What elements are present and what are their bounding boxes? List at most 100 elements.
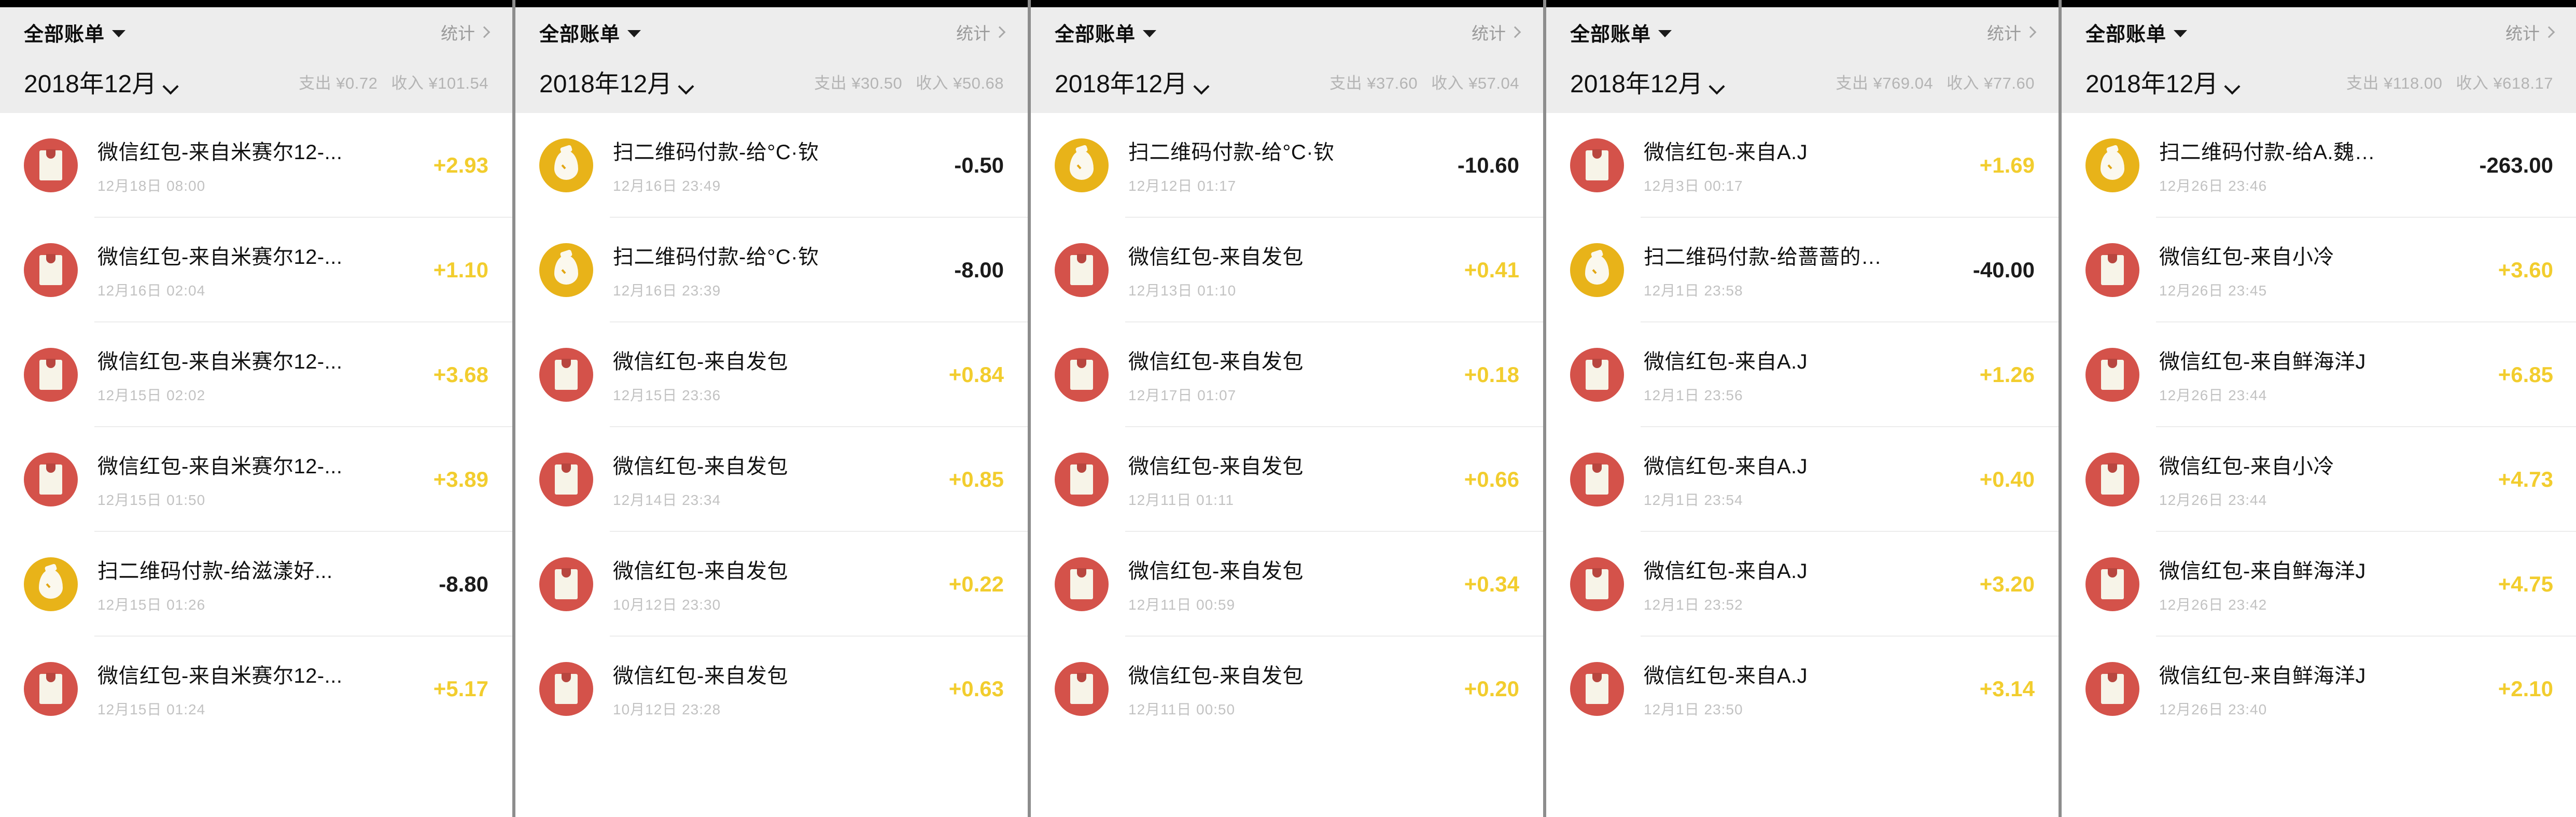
transaction-row[interactable]: 微信红包-来自发包 12月13日 01:10 +0.41 xyxy=(1031,218,1543,322)
expense-total: 支出 ¥37.60 xyxy=(1329,74,1418,92)
bill-filter-dropdown[interactable]: 全部账单 xyxy=(539,18,641,47)
transaction-description: 微信红包-来自发包 xyxy=(1128,560,1304,583)
transaction-row[interactable]: 微信红包-来自小冷 12月26日 23:44 +4.73 xyxy=(2062,427,2576,532)
bill-filter-dropdown[interactable]: 全部账单 xyxy=(1055,18,1157,47)
transaction-amount: -0.50 xyxy=(954,153,1004,177)
month-summary-bar: 2018年12月 支出 ¥0.72 收入 ¥101.54 xyxy=(0,57,512,113)
chevron-down-icon xyxy=(678,78,694,95)
money-bag-icon xyxy=(1055,138,1109,192)
transaction-row[interactable]: 扫二维码付款-给°C·钦 12月12日 01:17 -10.60 xyxy=(1031,113,1543,218)
month-label: 2018年12月 xyxy=(24,71,157,98)
transaction-row[interactable]: 微信红包-来自发包 10月12日 23:30 +0.22 xyxy=(515,532,1028,637)
transaction-time: 12月26日 23:44 xyxy=(2159,387,2267,403)
statistics-link[interactable]: 统计 xyxy=(1472,20,1521,45)
transaction-row[interactable]: 微信红包-来自米赛尔12-... 12月16日 02:04 +1.10 xyxy=(0,218,512,322)
income-total: 收入 ¥618.17 xyxy=(2456,74,2553,92)
transaction-amount: +4.73 xyxy=(2498,467,2553,491)
month-picker[interactable]: 2018年12月 xyxy=(2085,63,2241,100)
red-packet-icon-glyph xyxy=(39,464,62,495)
money-bag-icon-glyph xyxy=(554,256,578,285)
transaction-amount: +3.89 xyxy=(433,467,488,491)
red-packet-icon xyxy=(539,662,593,716)
money-bag-icon xyxy=(2085,138,2139,192)
transaction-row[interactable]: 微信红包-来自发包 12月11日 00:59 +0.34 xyxy=(1031,532,1543,637)
transaction-details: 微信红包-来自发包 12月11日 01:11 xyxy=(1109,449,1454,510)
transaction-time: 12月14日 23:34 xyxy=(613,492,721,508)
bill-filter-label: 全部账单 xyxy=(2085,23,2167,46)
red-packet-icon-glyph xyxy=(1070,464,1093,495)
caret-down-icon xyxy=(1143,30,1157,37)
transaction-row[interactable]: 扫二维码付款-给°C·钦 12月16日 23:49 -0.50 xyxy=(515,113,1028,218)
transaction-row[interactable]: 微信红包-来自发包 12月17日 01:07 +0.18 xyxy=(1031,322,1543,427)
month-label: 2018年12月 xyxy=(1055,71,1188,98)
transaction-amount: +4.75 xyxy=(2498,572,2553,596)
transaction-row[interactable]: 微信红包-来自米赛尔12-... 12月15日 01:24 +5.17 xyxy=(0,637,512,741)
statistics-link[interactable]: 统计 xyxy=(956,20,1006,45)
red-packet-icon-glyph xyxy=(555,464,578,495)
transaction-description: 微信红包-来自A.J xyxy=(1644,560,1808,583)
transaction-row[interactable]: 微信红包-来自发包 12月15日 23:36 +0.84 xyxy=(515,322,1028,427)
month-picker[interactable]: 2018年12月 xyxy=(1570,63,1725,100)
transaction-row[interactable]: 微信红包-来自鲜海洋J 12月26日 23:40 +2.10 xyxy=(2062,637,2576,741)
transaction-time: 12月11日 01:11 xyxy=(1128,492,1234,508)
month-summary-bar: 2018年12月 支出 ¥30.50 收入 ¥50.68 xyxy=(515,57,1028,113)
transaction-row[interactable]: 微信红包-来自A.J 12月3日 00:17 +1.69 xyxy=(1546,113,2059,218)
statistics-link[interactable]: 统计 xyxy=(1987,20,2037,45)
statistics-link[interactable]: 统计 xyxy=(441,20,491,45)
transaction-amount: -10.60 xyxy=(1457,153,1519,177)
transaction-list: 扫二维码付款-给A.魏… 12月26日 23:46 -263.00 微信红包-来自小冷… xyxy=(2062,113,2576,741)
panel-header: 全部账单 统计 xyxy=(0,7,512,57)
transaction-row[interactable]: 微信红包-来自发包 12月14日 23:34 +0.85 xyxy=(515,427,1028,532)
transaction-details: 微信红包-来自发包 10月12日 23:30 xyxy=(593,554,939,614)
money-bag-icon xyxy=(24,557,78,611)
income-total: 收入 ¥57.04 xyxy=(1431,74,1519,92)
navigation-bar: 全部账单 统计 xyxy=(24,7,491,57)
bill-filter-dropdown[interactable]: 全部账单 xyxy=(1570,18,1672,47)
transaction-row[interactable]: 扫二维码付款-给蔷蔷的… 12月1日 23:58 -40.00 xyxy=(1546,218,2059,322)
transaction-row[interactable]: 微信红包-来自A.J 12月1日 23:50 +3.14 xyxy=(1546,637,2059,741)
transaction-row[interactable]: 扫二维码付款-给滋漾好... 12月15日 01:26 -8.80 xyxy=(0,532,512,637)
money-bag-icon-glyph xyxy=(39,570,63,599)
transaction-row[interactable]: 扫二维码付款-给A.魏… 12月26日 23:46 -263.00 xyxy=(2062,113,2576,218)
transaction-row[interactable]: 微信红包-来自米赛尔12-... 12月18日 08:00 +2.93 xyxy=(0,113,512,218)
transaction-row[interactable]: 微信红包-来自A.J 12月1日 23:56 +1.26 xyxy=(1546,322,2059,427)
transaction-row[interactable]: 微信红包-来自A.J 12月1日 23:54 +0.40 xyxy=(1546,427,2059,532)
bill-filter-dropdown[interactable]: 全部账单 xyxy=(24,18,126,47)
caret-down-icon xyxy=(2174,30,2188,37)
transaction-time: 12月1日 23:50 xyxy=(1644,701,1743,717)
transaction-time: 12月1日 23:52 xyxy=(1644,597,1743,613)
transaction-amount: +1.69 xyxy=(1979,153,2035,177)
transaction-row[interactable]: 微信红包-来自发包 12月11日 00:50 +0.20 xyxy=(1031,637,1543,741)
month-totals: 支出 ¥769.04 收入 ¥77.60 xyxy=(1836,70,2035,93)
month-picker[interactable]: 2018年12月 xyxy=(1055,63,1210,100)
transaction-row[interactable]: 微信红包-来自鲜海洋J 12月26日 23:44 +6.85 xyxy=(2062,322,2576,427)
money-bag-icon xyxy=(539,243,593,297)
statistics-link[interactable]: 统计 xyxy=(2505,20,2555,45)
red-packet-icon-glyph xyxy=(1586,674,1608,704)
transaction-time: 12月13日 01:10 xyxy=(1128,283,1237,299)
transaction-time: 12月17日 01:07 xyxy=(1128,387,1237,403)
transaction-row[interactable]: 微信红包-来自发包 10月12日 23:28 +0.63 xyxy=(515,637,1028,741)
transaction-row[interactable]: 微信红包-来自小冷 12月26日 23:45 +3.60 xyxy=(2062,218,2576,322)
red-packet-icon xyxy=(539,557,593,611)
red-packet-icon-glyph xyxy=(1070,674,1093,704)
transaction-row[interactable]: 微信红包-来自米赛尔12-... 12月15日 02:02 +3.68 xyxy=(0,322,512,427)
month-totals: 支出 ¥118.00 收入 ¥618.17 xyxy=(2346,70,2553,93)
transaction-amount: +0.84 xyxy=(948,362,1004,387)
transaction-row[interactable]: 微信红包-来自A.J 12月1日 23:52 +3.20 xyxy=(1546,532,2059,637)
transaction-row[interactable]: 微信红包-来自发包 12月11日 01:11 +0.66 xyxy=(1031,427,1543,532)
red-packet-icon xyxy=(1055,243,1109,297)
transaction-row[interactable]: 微信红包-来自鲜海洋J 12月26日 23:42 +4.75 xyxy=(2062,532,2576,637)
red-packet-icon-glyph xyxy=(1586,569,1608,599)
transaction-time: 12月16日 23:49 xyxy=(613,178,721,194)
month-picker[interactable]: 2018年12月 xyxy=(24,63,179,100)
statistics-label: 统计 xyxy=(2505,24,2540,43)
transaction-row[interactable]: 微信红包-来自米赛尔12-... 12月15日 01:50 +3.89 xyxy=(0,427,512,532)
transaction-time: 12月16日 23:39 xyxy=(613,283,721,299)
month-summary-bar: 2018年12月 支出 ¥37.60 收入 ¥57.04 xyxy=(1031,57,1543,113)
caret-down-icon xyxy=(627,30,641,37)
bill-filter-dropdown[interactable]: 全部账单 xyxy=(2085,18,2188,47)
transaction-row[interactable]: 扫二维码付款-给°C·钦 12月16日 23:39 -8.00 xyxy=(515,218,1028,322)
month-picker[interactable]: 2018年12月 xyxy=(539,63,694,100)
red-packet-icon-glyph xyxy=(555,674,578,704)
